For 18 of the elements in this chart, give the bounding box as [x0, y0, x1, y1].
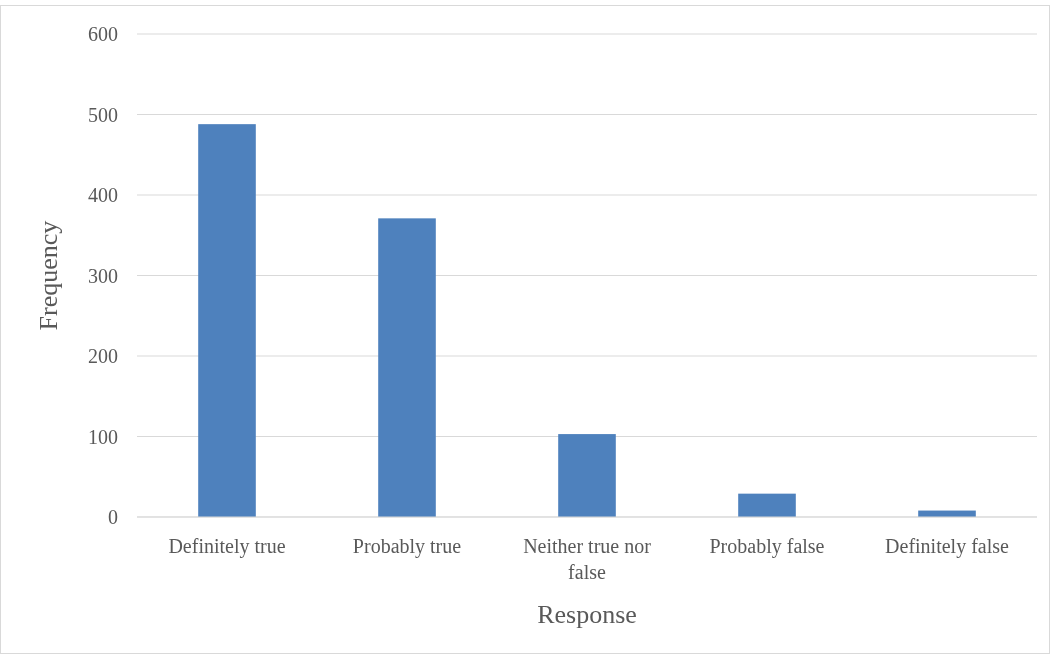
x-tick-label: Probably false	[709, 535, 825, 558]
y-tick-label: 600	[88, 23, 118, 45]
y-tick-label: 100	[88, 425, 118, 448]
x-axis-title: Response	[537, 600, 637, 629]
bar	[198, 124, 256, 517]
y-tick-label: 200	[88, 345, 118, 367]
x-tick-label: Definitely false	[885, 535, 1010, 558]
bar	[738, 493, 796, 517]
y-tick-label: 500	[88, 103, 118, 126]
bar	[378, 218, 436, 517]
y-tick-label: 400	[88, 184, 118, 206]
x-tick-label: Definitely true	[168, 535, 286, 558]
bar	[558, 434, 616, 517]
x-tick-label: Probably true	[352, 535, 462, 558]
y-tick-label: 300	[88, 264, 118, 287]
y-tick-label: 0	[108, 506, 118, 528]
y-axis-title: Frequency	[34, 220, 63, 331]
x-tick-label: Neither true nor false	[523, 535, 652, 583]
